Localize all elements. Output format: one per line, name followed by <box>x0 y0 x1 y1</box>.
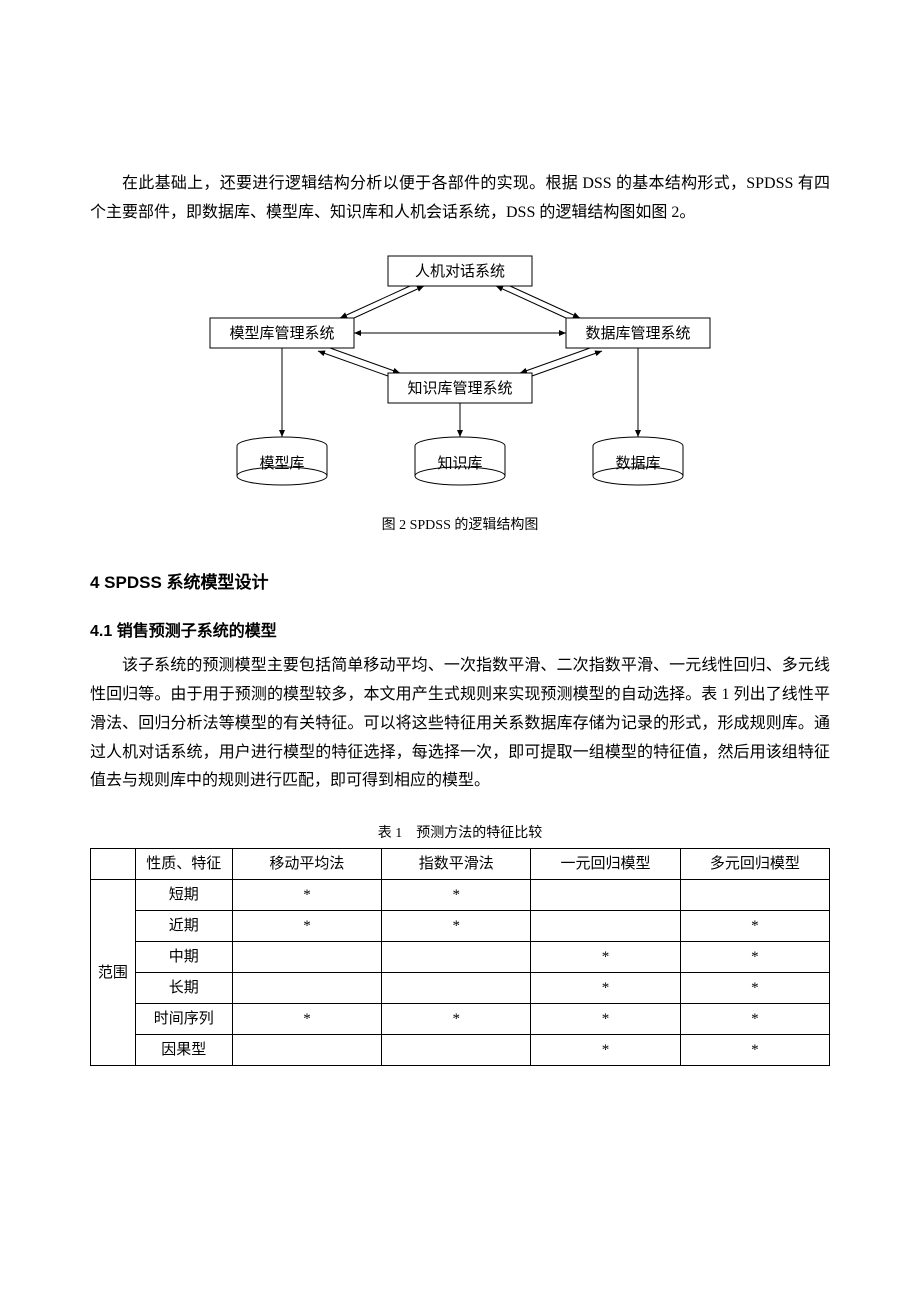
cell <box>531 880 680 911</box>
diagram-caption: 图 2 SPDSS 的逻辑结构图 <box>90 513 830 538</box>
table1-caption: 表 1 预测方法的特征比较 <box>90 821 830 846</box>
table-row: 范围 短期 * * <box>91 880 830 911</box>
node-left-label: 模型库管理系统 <box>229 325 334 342</box>
cell: * <box>680 911 829 942</box>
section4-1-paragraph: 该子系统的预测模型主要包括简单移动平均、一次指数平滑、二次指数平滑、一元线性回归… <box>90 652 830 796</box>
cell: * <box>232 880 381 911</box>
node-top-label: 人机对话系统 <box>415 263 505 280</box>
table-row: 长期 * * <box>91 973 830 1004</box>
cell: * <box>382 880 531 911</box>
th-multi-reg: 多元回归模型 <box>680 849 829 880</box>
cell: * <box>382 1004 531 1035</box>
cell: * <box>680 1004 829 1035</box>
cell <box>232 973 381 1004</box>
cell: * <box>382 911 531 942</box>
db-left-label: 模型库 <box>259 455 304 472</box>
table-row: 近期 * * * <box>91 911 830 942</box>
cell: * <box>531 942 680 973</box>
cell-name: 近期 <box>135 911 232 942</box>
group-label: 范围 <box>91 880 136 1066</box>
th-moving-avg: 移动平均法 <box>232 849 381 880</box>
cell: * <box>680 1035 829 1066</box>
section4-1-title: 4.1 销售预测子系统的模型 <box>90 618 830 647</box>
table-row: 中期 * * <box>91 942 830 973</box>
cell-name: 时间序列 <box>135 1004 232 1035</box>
cell <box>232 942 381 973</box>
feature-table: 性质、特征 移动平均法 指数平滑法 一元回归模型 多元回归模型 范围 短期 * … <box>90 848 830 1066</box>
diagram-container: 人机对话系统 模型库管理系统 数据库管理系统 知识库管理系统 模型库 知识库 数… <box>90 248 830 508</box>
spdss-logic-diagram: 人机对话系统 模型库管理系统 数据库管理系统 知识库管理系统 模型库 知识库 数… <box>180 248 740 508</box>
th-exp-smooth: 指数平滑法 <box>382 849 531 880</box>
cell: * <box>531 1035 680 1066</box>
cell: * <box>531 1004 680 1035</box>
table-row: 因果型 * * <box>91 1035 830 1066</box>
cell: * <box>680 973 829 1004</box>
cell <box>382 973 531 1004</box>
cell: * <box>531 973 680 1004</box>
th-feature: 性质、特征 <box>135 849 232 880</box>
db-mid-label: 知识库 <box>437 455 482 472</box>
cell: * <box>232 911 381 942</box>
th-single-reg: 一元回归模型 <box>531 849 680 880</box>
cell <box>531 911 680 942</box>
cell-name: 因果型 <box>135 1035 232 1066</box>
cell: * <box>232 1004 381 1035</box>
node-right-label: 数据库管理系统 <box>585 325 690 342</box>
th-blank <box>91 849 136 880</box>
cell: * <box>680 942 829 973</box>
node-mid-label: 知识库管理系统 <box>407 380 512 397</box>
intro-paragraph: 在此基础上，还要进行逻辑结构分析以便于各部件的实现。根据 DSS 的基本结构形式… <box>90 170 830 228</box>
table-header-row: 性质、特征 移动平均法 指数平滑法 一元回归模型 多元回归模型 <box>91 849 830 880</box>
table-row: 时间序列 * * * * <box>91 1004 830 1035</box>
cell <box>680 880 829 911</box>
cell-name: 长期 <box>135 973 232 1004</box>
cell-name: 短期 <box>135 880 232 911</box>
db-right-label: 数据库 <box>615 455 660 472</box>
cell <box>382 1035 531 1066</box>
cell <box>232 1035 381 1066</box>
section4-title: 4 SPDSS 系统模型设计 <box>90 568 830 599</box>
cell <box>382 942 531 973</box>
cell-name: 中期 <box>135 942 232 973</box>
